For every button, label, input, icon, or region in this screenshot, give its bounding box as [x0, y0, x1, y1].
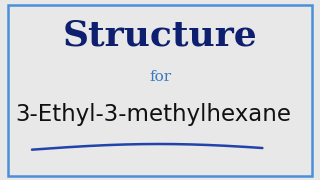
Text: Structure: Structure	[63, 19, 257, 53]
Text: for: for	[149, 69, 171, 84]
Text: 3-Ethyl-3-methylhexane: 3-Ethyl-3-methylhexane	[16, 103, 292, 126]
